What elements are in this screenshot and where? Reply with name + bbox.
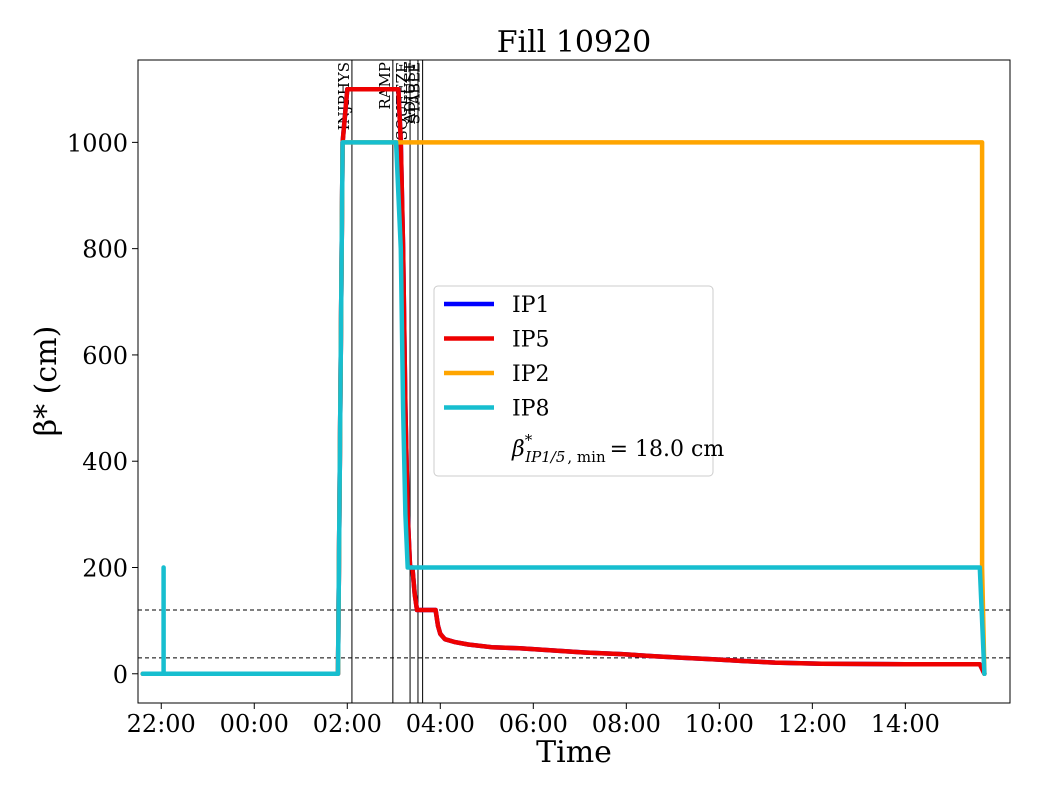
phase-label-injphys: INJPHYS xyxy=(335,62,353,130)
legend-note-value: = 18.0 cm xyxy=(610,437,725,462)
series-line-ip5 xyxy=(140,86,987,677)
x-tick-label: 00:00 xyxy=(220,710,289,738)
phase-label-adjust: ADJUST xyxy=(401,62,419,125)
x-axis-ticks: 22:00 00:00 02:00 04:00 06:00 08:00 10:00 12:00… xyxy=(127,703,940,738)
y-axis-label: β* (cm) xyxy=(29,326,64,437)
x-tick-label: 08:00 xyxy=(592,710,661,738)
legend-note-sub2: , min xyxy=(567,448,606,466)
legend-note-sup: * xyxy=(525,431,533,449)
x-tick-label: 12:00 xyxy=(778,710,847,738)
x-tick-label: 22:00 xyxy=(127,710,196,738)
x-tick-label: 06:00 xyxy=(499,710,568,738)
x-tick-label: 04:00 xyxy=(406,710,475,738)
legend-box xyxy=(433,285,714,477)
reference-lines xyxy=(138,609,1010,659)
chart-title: Fill 10920 xyxy=(497,25,652,60)
y-tick-label: 200 xyxy=(82,554,128,582)
legend-note: β* IP1/5, min = 18.0 cm xyxy=(511,431,724,466)
legend-note-sub: IP1/5 xyxy=(524,448,565,466)
plot-frame xyxy=(137,59,1011,704)
legend-label-ip1: IP1 xyxy=(512,293,550,318)
phase-label-ramp: RAMP xyxy=(376,62,394,110)
series-line-ip8 xyxy=(140,140,987,677)
x-tick-label: 02:00 xyxy=(313,710,382,738)
y-tick-label: 0 xyxy=(113,661,128,689)
legend-note-beta: β xyxy=(511,437,525,462)
y-tick-label: 800 xyxy=(82,236,128,264)
x-axis-label: Time xyxy=(536,735,612,770)
phase-label-squeeze: SQUEEZE xyxy=(393,62,411,141)
x-tick-label: 14:00 xyxy=(871,710,940,738)
legend-label-ip5: IP5 xyxy=(512,328,550,353)
y-axis-ticks: 0 200 400 600 800 1000 xyxy=(67,129,138,689)
y-tick-label: 1000 xyxy=(67,129,128,157)
legend: IP1 IP5 IP2 IP8 β* IP1/5, min = 18.0 cm xyxy=(433,285,724,477)
y-tick-label: 600 xyxy=(82,342,128,370)
legend-label-ip8: IP8 xyxy=(512,397,550,422)
y-tick-label: 400 xyxy=(82,448,128,476)
phase-label-stable: STABLE xyxy=(406,62,424,124)
series-lines xyxy=(140,86,987,677)
legend-entries: IP1 IP5 IP2 IP8 xyxy=(444,293,550,422)
x-tick-label: 10:00 xyxy=(685,710,754,738)
legend-label-ip2: IP2 xyxy=(512,362,550,387)
